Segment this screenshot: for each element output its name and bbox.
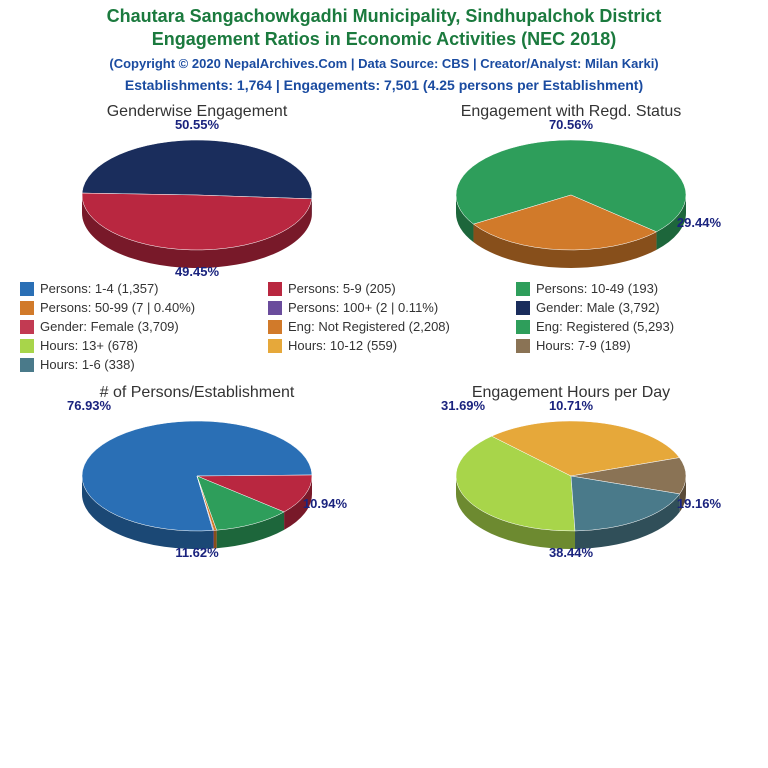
legend-text: Persons: 5-9 (205) — [288, 281, 396, 296]
legend-swatch — [20, 358, 34, 372]
legend-swatch — [268, 339, 282, 353]
pie-label: 38.44% — [549, 545, 593, 560]
legend-text: Persons: 10-49 (193) — [536, 281, 658, 296]
legend-text: Persons: 50-99 (7 | 0.40%) — [40, 300, 195, 315]
legend-text: Eng: Not Registered (2,208) — [288, 319, 450, 334]
pie-label: 50.55% — [175, 117, 219, 132]
legend-swatch — [516, 320, 530, 334]
pie-label: 11.62% — [175, 545, 218, 560]
legend: Persons: 1-4 (1,357) Persons: 5-9 (205) Pe… — [0, 273, 768, 376]
legend-swatch — [516, 282, 530, 296]
stats-line: Establishments: 1,764 | Engagements: 7,5… — [10, 77, 758, 93]
copyright-line: (Copyright © 2020 NepalArchives.Com | Da… — [10, 56, 758, 71]
pie-hours: 38.44%31.69%10.71%19.16% — [431, 404, 711, 554]
legend-text: Gender: Male (3,792) — [536, 300, 660, 315]
legend-item: Persons: 100+ (2 | 0.11%) — [268, 300, 500, 315]
legend-text: Gender: Female (3,709) — [40, 319, 179, 334]
legend-item: Persons: 5-9 (205) — [268, 281, 500, 296]
pie-label: 10.94% — [303, 496, 347, 511]
pie-gender-svg — [57, 123, 337, 278]
title-line2: Engagement Ratios in Economic Activities… — [10, 29, 758, 50]
legend-text: Persons: 1-4 (1,357) — [40, 281, 159, 296]
legend-text: Hours: 7-9 (189) — [536, 338, 631, 353]
pie-label: 70.56% — [549, 117, 593, 132]
legend-item: Gender: Female (3,709) — [20, 319, 252, 334]
legend-text: Eng: Registered (5,293) — [536, 319, 674, 334]
legend-text: Hours: 1-6 (338) — [40, 357, 135, 372]
legend-item: Persons: 10-49 (193) — [516, 281, 748, 296]
legend-swatch — [20, 301, 34, 315]
legend-item: Eng: Registered (5,293) — [516, 319, 748, 334]
pie-label: 10.71% — [549, 398, 593, 413]
header: Chautara Sangachowkgadhi Municipality, S… — [0, 0, 768, 95]
legend-text: Hours: 13+ (678) — [40, 338, 138, 353]
pie-persons: 76.93%11.62%10.94% — [57, 404, 337, 554]
pie-regd: 70.56%29.44% — [431, 123, 711, 273]
charts-row-bottom: # of Persons/Establishment 76.93%11.62%1… — [0, 376, 768, 554]
legend-item: Gender: Male (3,792) — [516, 300, 748, 315]
legend-item: Hours: 10-12 (559) — [268, 338, 500, 353]
pie-regd-svg — [431, 123, 711, 278]
legend-swatch — [268, 320, 282, 334]
pie-hours-svg — [431, 404, 711, 559]
legend-swatch — [20, 282, 34, 296]
legend-swatch — [20, 339, 34, 353]
pie-label: 76.93% — [67, 398, 111, 413]
pie-label: 19.16% — [677, 496, 721, 511]
legend-text: Hours: 10-12 (559) — [288, 338, 397, 353]
legend-item: Hours: 1-6 (338) — [20, 357, 252, 372]
pie-label: 49.45% — [175, 264, 219, 279]
legend-item: Hours: 7-9 (189) — [516, 338, 748, 353]
chart-gender: Genderwise Engagement 50.55%49.45% — [17, 103, 377, 273]
pie-gender: 50.55%49.45% — [57, 123, 337, 273]
legend-swatch — [268, 282, 282, 296]
chart-persons: # of Persons/Establishment 76.93%11.62%1… — [17, 384, 377, 554]
title-line1: Chautara Sangachowkgadhi Municipality, S… — [10, 6, 758, 27]
legend-item: Persons: 1-4 (1,357) — [20, 281, 252, 296]
legend-swatch — [20, 320, 34, 334]
pie-label: 29.44% — [677, 215, 721, 230]
charts-row-top: Genderwise Engagement 50.55%49.45% Engag… — [0, 95, 768, 273]
legend-item: Persons: 50-99 (7 | 0.40%) — [20, 300, 252, 315]
legend-item: Hours: 13+ (678) — [20, 338, 252, 353]
legend-item: Eng: Not Registered (2,208) — [268, 319, 500, 334]
pie-label: 31.69% — [441, 398, 485, 413]
legend-swatch — [516, 339, 530, 353]
legend-swatch — [516, 301, 530, 315]
pie-persons-svg — [57, 404, 337, 559]
legend-text: Persons: 100+ (2 | 0.11%) — [288, 300, 438, 315]
chart-hours: Engagement Hours per Day 38.44%31.69%10.… — [391, 384, 751, 554]
legend-swatch — [268, 301, 282, 315]
chart-regd: Engagement with Regd. Status 70.56%29.44… — [391, 103, 751, 273]
